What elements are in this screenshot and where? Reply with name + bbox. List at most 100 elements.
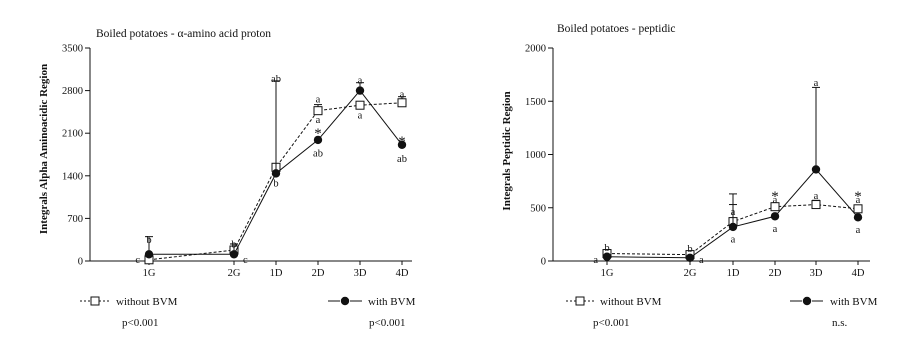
significance-letter: ab bbox=[313, 149, 323, 160]
data-point-circle bbox=[811, 165, 821, 174]
y-tick-label: 2000 bbox=[525, 44, 546, 55]
series-line bbox=[606, 168, 859, 259]
significance-letter: b bbox=[273, 178, 278, 189]
x-tick-label: 1D bbox=[270, 268, 283, 279]
significance-letter: c bbox=[243, 255, 248, 266]
data-point-circle bbox=[397, 140, 407, 149]
data-point-circle bbox=[144, 250, 154, 259]
open-square-marker bbox=[575, 296, 585, 306]
data-point-circle bbox=[685, 253, 695, 263]
chart-title: Boiled potatoes - α-amino acid proton bbox=[96, 28, 271, 40]
x-tick-label: 4D bbox=[396, 268, 409, 279]
significance-letter: c bbox=[135, 255, 140, 266]
chart-title: Boiled potatoes - peptidic bbox=[557, 23, 676, 35]
significance-letter: a bbox=[814, 78, 819, 89]
data-point-square bbox=[811, 200, 821, 210]
significance-letter: b bbox=[231, 239, 236, 250]
open-square-marker bbox=[90, 296, 100, 306]
y-tick-label: 1400 bbox=[62, 171, 83, 182]
x-tick-label: 3D bbox=[354, 268, 367, 279]
significance-letter: b bbox=[687, 244, 692, 255]
x-tick-label: 4D bbox=[852, 268, 865, 279]
significance-letter: a bbox=[856, 225, 861, 236]
significance-letter: a bbox=[773, 195, 778, 206]
y-tick-label: 500 bbox=[530, 203, 546, 214]
significance-star: * bbox=[398, 134, 406, 150]
y-tick-label: 2100 bbox=[62, 129, 83, 140]
significance-letter: a bbox=[731, 207, 736, 218]
y-axis-label: Integrals Peptidic Region bbox=[501, 91, 513, 210]
x-tick-label: 2G bbox=[684, 268, 697, 279]
legend-item-with-bvm: with BVM n.s. bbox=[790, 296, 878, 329]
significance-letter: a bbox=[731, 235, 736, 246]
tick-labels: 0 700 1400 2100 2800 3500 1G 2G 1D 2D 3D 4D bbox=[62, 44, 409, 280]
data-point-square bbox=[397, 98, 407, 108]
legend: without BVM p<0.001 with BVM p<0.001 bbox=[80, 296, 416, 329]
data-point-square bbox=[853, 204, 863, 214]
significance-letter: b bbox=[146, 235, 151, 246]
significance-letter: a bbox=[316, 95, 321, 106]
data-point-circle bbox=[770, 212, 780, 221]
data-point-circle bbox=[229, 250, 239, 259]
significance-letter: ab bbox=[271, 74, 281, 85]
significance-letter: a bbox=[593, 255, 598, 266]
legend-label: with BVM bbox=[830, 296, 878, 308]
series-with-bvm bbox=[144, 80, 407, 259]
data-point-circle bbox=[355, 86, 365, 95]
series-line bbox=[148, 102, 403, 261]
legend-label: with BVM bbox=[368, 296, 416, 308]
legend-label: without BVM bbox=[116, 296, 178, 308]
y-tick-label: 1000 bbox=[525, 150, 546, 161]
significance-letter: a bbox=[358, 76, 363, 87]
x-tick-label: 1D bbox=[727, 268, 740, 279]
x-tick-label: 2D bbox=[312, 268, 325, 279]
series-line bbox=[149, 89, 403, 255]
chart-amino: Boiled potatoes - α-amino acid proton In… bbox=[38, 28, 416, 329]
significance-letter: a bbox=[856, 195, 861, 206]
axes bbox=[548, 47, 870, 265]
data-point-circle bbox=[853, 213, 863, 222]
significance-star: * bbox=[771, 189, 779, 205]
significance-letter: a bbox=[814, 191, 819, 202]
significance-letter: a bbox=[400, 90, 405, 101]
x-tick-label: 2G bbox=[228, 268, 241, 279]
series-marks bbox=[144, 80, 407, 265]
legend-p-value: n.s. bbox=[832, 317, 848, 329]
chart-peptidic: Boiled potatoes - peptidic Integrals Pep… bbox=[501, 23, 878, 329]
data-point-square bbox=[770, 202, 780, 212]
data-point-circle bbox=[271, 169, 281, 178]
legend-label: without BVM bbox=[600, 296, 662, 308]
data-point-circle bbox=[602, 252, 612, 261]
tick-labels: 0 500 1000 1500 2000 1G 2G 1D 2D 3D 4D bbox=[525, 44, 865, 280]
significance-letter: b bbox=[604, 243, 609, 254]
y-axis-label: Integrals Alpha Aminoacidic Region bbox=[38, 64, 50, 234]
x-tick-label: 1G bbox=[601, 268, 614, 279]
data-point-square bbox=[355, 100, 365, 110]
data-point-circle bbox=[728, 222, 738, 232]
significance-letter: ab bbox=[397, 154, 407, 165]
legend-item-without-bvm: without BVM p<0.001 bbox=[566, 296, 662, 329]
significance-letter: a bbox=[358, 110, 363, 121]
legend-p-value: p<0.001 bbox=[122, 317, 158, 329]
x-tick-label: 1G bbox=[143, 268, 156, 279]
legend-p-value: p<0.001 bbox=[593, 317, 629, 329]
axes bbox=[85, 47, 412, 265]
legend-p-value: p<0.001 bbox=[369, 317, 405, 329]
x-tick-label: 2D bbox=[769, 268, 782, 279]
data-point-square bbox=[313, 106, 323, 116]
significance-star: * bbox=[314, 126, 322, 142]
y-tick-label: 0 bbox=[78, 257, 83, 268]
filled-circle-marker bbox=[340, 296, 350, 306]
series-with-bvm bbox=[602, 86, 863, 263]
y-tick-label: 0 bbox=[541, 257, 546, 268]
y-tick-label: 2800 bbox=[62, 86, 83, 97]
y-tick-label: 700 bbox=[67, 214, 83, 225]
data-point-circle bbox=[313, 135, 323, 145]
filled-circle-marker bbox=[802, 296, 812, 306]
significance-letter: a bbox=[316, 115, 321, 126]
legend: without BVM p<0.001 with BVM n.s. bbox=[566, 296, 878, 329]
significance-star: * bbox=[854, 189, 862, 205]
